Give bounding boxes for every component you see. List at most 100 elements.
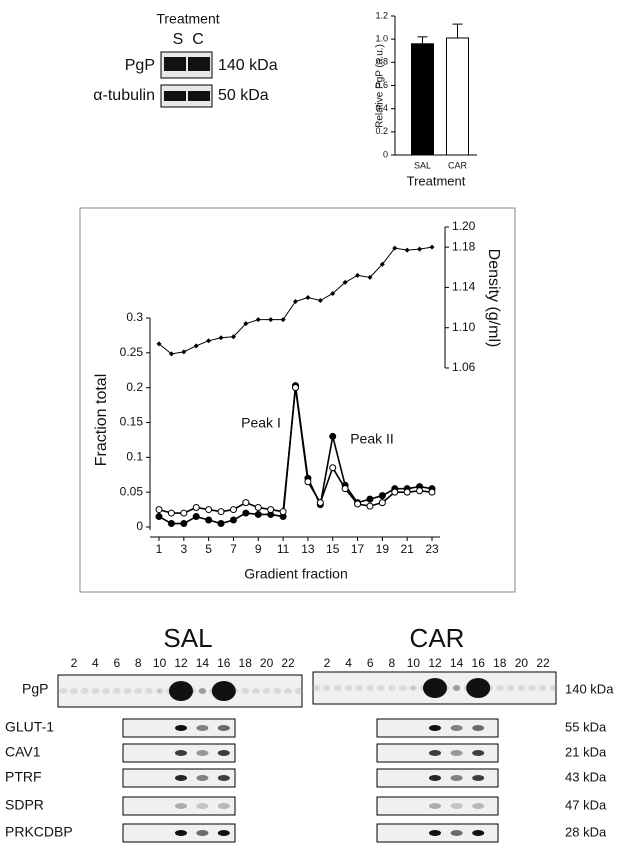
- point: [168, 351, 174, 357]
- band: [284, 688, 292, 694]
- row-label: PgP: [22, 681, 48, 697]
- point: [181, 349, 187, 355]
- point: [366, 495, 374, 503]
- band: [262, 688, 271, 694]
- band: [495, 685, 504, 691]
- lane-number: 22: [536, 656, 550, 670]
- y-tick-label: 0.3: [126, 310, 143, 324]
- point: [329, 464, 337, 472]
- point: [391, 488, 399, 496]
- y-tick-label: 0.05: [120, 484, 144, 498]
- band: [472, 830, 485, 836]
- lane-number: 18: [493, 656, 507, 670]
- band: [59, 688, 68, 694]
- lane-number: 18: [239, 656, 253, 670]
- band: [450, 725, 463, 731]
- band: [528, 685, 537, 691]
- point: [354, 500, 362, 508]
- point: [417, 246, 423, 252]
- point: [167, 509, 175, 517]
- x-tick-label: 17: [351, 542, 365, 556]
- lane-number: 22: [281, 656, 295, 670]
- x-tick-label: 7: [230, 542, 237, 556]
- band: [196, 750, 209, 756]
- band: [344, 685, 353, 691]
- y2-tick-label: 1.14: [452, 280, 476, 294]
- band: [423, 678, 447, 698]
- point: [229, 516, 237, 524]
- band: [450, 830, 463, 836]
- lane-number: 8: [388, 656, 395, 670]
- point: [378, 499, 386, 507]
- band: [112, 688, 121, 694]
- y2-tick-label: 1.06: [452, 360, 476, 374]
- band: [91, 688, 100, 694]
- band: [377, 685, 385, 691]
- band: [429, 750, 441, 756]
- x-axis-label: Gradient fraction: [244, 566, 348, 582]
- band: [429, 803, 441, 809]
- band: [70, 688, 78, 694]
- y-tick-label: 0.6: [375, 80, 388, 90]
- point: [229, 506, 237, 514]
- lane-label: C: [192, 31, 204, 48]
- lane-number: 20: [260, 656, 274, 670]
- band: [175, 775, 187, 781]
- x-tick-label: 15: [326, 542, 340, 556]
- band: [198, 688, 206, 694]
- group-label: CAR: [410, 623, 465, 653]
- size-label: 21 kDa: [565, 744, 607, 759]
- band: [196, 830, 209, 836]
- band: [450, 775, 463, 781]
- point: [416, 487, 424, 495]
- band: [450, 750, 463, 756]
- point: [242, 509, 250, 517]
- band: [217, 803, 230, 809]
- y-tick-label: 0: [136, 519, 143, 533]
- y-tick-label: 1.0: [375, 34, 388, 44]
- band: [251, 688, 260, 694]
- y2-tick-label: 1.20: [452, 219, 476, 233]
- lane-number: 4: [92, 656, 99, 670]
- band: [506, 685, 515, 691]
- point: [329, 432, 337, 440]
- point: [429, 244, 435, 250]
- point: [192, 513, 200, 521]
- point: [192, 503, 200, 511]
- annotation: Peak I: [241, 415, 281, 431]
- row-label: PgP: [125, 57, 155, 74]
- point: [403, 488, 411, 496]
- band: [333, 685, 342, 691]
- x-tick-label: 9: [255, 542, 262, 556]
- bar: [446, 37, 469, 156]
- point: [155, 513, 163, 521]
- size-label: 43 kDa: [565, 769, 607, 784]
- point: [378, 492, 386, 500]
- point: [342, 279, 348, 285]
- row-label: PTRF: [5, 769, 42, 785]
- point: [217, 520, 225, 528]
- point: [316, 499, 324, 507]
- point: [267, 506, 275, 514]
- lane-number: 20: [515, 656, 529, 670]
- y-tick-label: 0.1: [126, 450, 143, 464]
- row-label: PRKCDBP: [5, 824, 73, 840]
- point: [254, 510, 262, 518]
- band: [198, 688, 207, 694]
- y2-axis-label: Density (g/ml): [485, 249, 502, 348]
- lane-number: 4: [345, 656, 352, 670]
- band: [472, 750, 485, 756]
- row-label: α-tubulin: [93, 87, 155, 104]
- blot-title: Treatment: [156, 11, 219, 27]
- blot-box: [160, 84, 213, 108]
- point: [268, 317, 274, 323]
- point: [217, 508, 225, 516]
- point: [317, 298, 323, 304]
- lane-number: 8: [135, 656, 142, 670]
- band: [164, 57, 186, 71]
- band: [196, 725, 209, 731]
- point: [218, 335, 224, 341]
- point: [330, 290, 336, 296]
- lane-number: 10: [153, 656, 167, 670]
- point: [155, 506, 163, 514]
